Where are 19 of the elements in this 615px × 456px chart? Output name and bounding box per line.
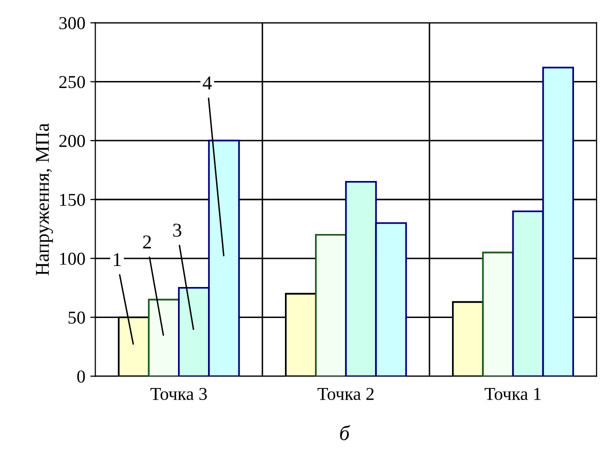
text: 3 — [173, 224, 182, 237]
text: 4 — [202, 76, 212, 90]
y-tick-label: 0 — [77, 370, 85, 383]
x-tick-label: Точка 3 — [150, 388, 207, 400]
y-axis-title: Напруження, МПа — [36, 123, 53, 276]
y-tick-label: 300 — [59, 17, 85, 30]
text: б — [340, 425, 350, 440]
bar — [148, 298, 180, 376]
y-tick-label: 150 — [60, 194, 85, 206]
text: 1 — [114, 253, 121, 266]
y-tick-label: 250 — [59, 76, 85, 88]
y-tick-label: 200 — [59, 134, 85, 148]
text: 2 — [143, 235, 151, 248]
y-tick-label: 50 — [68, 312, 85, 324]
y-tick-label: 100 — [60, 252, 85, 265]
x-tick-label: Точка 1 — [484, 388, 541, 400]
bar — [315, 234, 347, 376]
x-tick-label: Точка 2 — [318, 388, 374, 400]
bar — [482, 252, 514, 376]
